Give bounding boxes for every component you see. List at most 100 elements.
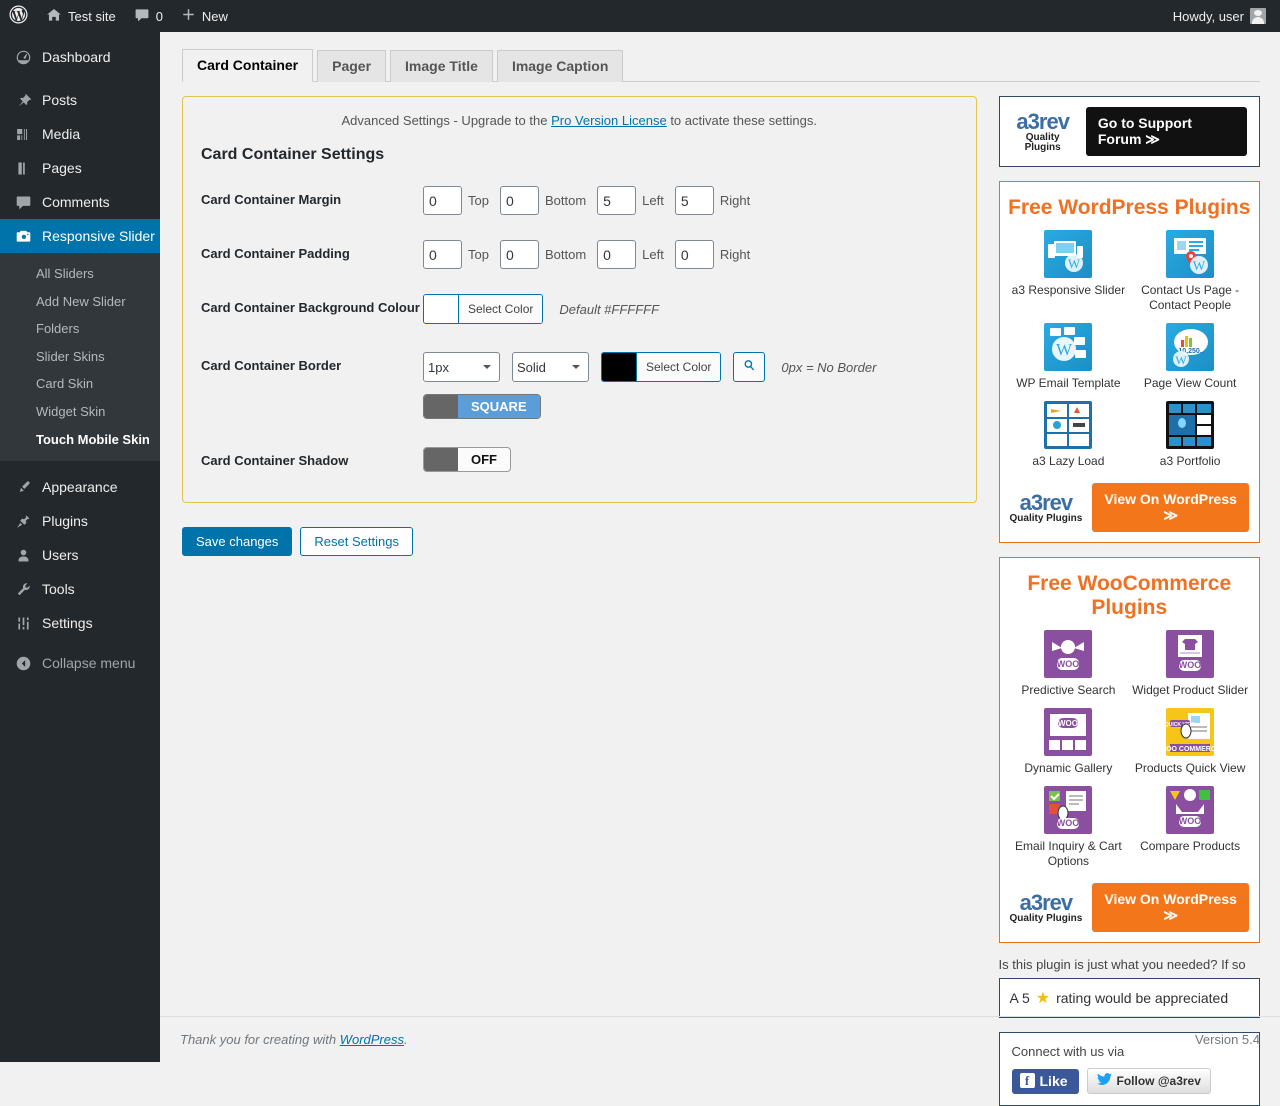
tabs-row: Card Container Pager Image Title Image C…: [160, 32, 1280, 82]
plugin-cell[interactable]: WOO Widget Product Slider: [1129, 630, 1251, 698]
margin-top-input[interactable]: [423, 186, 462, 215]
submenu-item-folders[interactable]: Folders: [0, 315, 160, 343]
a3rev-logo: a3rev Quality Plugins: [1010, 492, 1083, 524]
padding-top-input[interactable]: [423, 240, 462, 269]
new-content-button[interactable]: New: [172, 0, 237, 32]
svg-text:W: W: [1056, 340, 1073, 359]
tab-image-title[interactable]: Image Title: [390, 50, 493, 82]
border-corner-toggle-label: SQUARE: [458, 395, 540, 418]
products-quick-view-thumb: QUICK VIEWWOO COMMERCE: [1166, 708, 1214, 756]
pro-version-license-link[interactable]: Pro Version License: [551, 113, 667, 128]
plugin-name: Dynamic Gallery: [1008, 761, 1130, 776]
svg-text:QUICK VIEW: QUICK VIEW: [1166, 722, 1195, 728]
plugin-cell[interactable]: WOO Predictive Search: [1008, 630, 1130, 698]
tab-pager[interactable]: Pager: [317, 50, 386, 82]
sidebar-item-label: Dashboard: [42, 49, 111, 65]
view-on-wordpress-button[interactable]: View On WordPress ≫: [1092, 483, 1249, 532]
submenu-item-touch-mobile-skin[interactable]: Touch Mobile Skin: [0, 426, 160, 454]
collapse-menu-button[interactable]: Collapse menu: [0, 646, 160, 680]
sidebar-item-responsive-slider[interactable]: Responsive Slider: [0, 219, 160, 253]
settings-tabs: Card Container Pager Image Title Image C…: [182, 50, 1260, 82]
card-container-padding-label: Card Container Padding: [201, 240, 423, 264]
border-corner-toggle[interactable]: SQUARE: [423, 394, 541, 419]
wordpress-version-label: Version 5.4: [1195, 1032, 1260, 1047]
border-style-select[interactable]: Solid: [512, 352, 589, 382]
notice-post-text: to activate these settings.: [670, 113, 817, 128]
avatar: [1250, 8, 1266, 24]
new-content-label: New: [202, 9, 228, 24]
rating-box[interactable]: A 5 ★ rating would be appreciated: [999, 978, 1261, 1018]
a3-responsive-slider-thumb: W: [1044, 230, 1092, 278]
border-preview-button[interactable]: [733, 352, 765, 382]
tab-image-caption[interactable]: Image Caption: [497, 50, 623, 82]
reset-settings-button[interactable]: Reset Settings: [300, 527, 413, 556]
tab-card-container[interactable]: Card Container: [182, 49, 313, 82]
plugin-cell[interactable]: QUICK VIEWWOO COMMERCE Products Quick Vi…: [1129, 708, 1251, 776]
submenu-item-add-new-slider[interactable]: Add New Slider: [0, 288, 160, 316]
plugin-cell[interactable]: a3 Portfolio: [1129, 401, 1251, 469]
svg-text:W: W: [1193, 258, 1206, 273]
padding-left-input[interactable]: [597, 240, 636, 269]
comments-button[interactable]: 0: [125, 0, 172, 32]
free-wordpress-plugins-title: Free WordPress Plugins: [1008, 196, 1252, 220]
background-color-swatch: [424, 295, 458, 323]
plugin-cell[interactable]: W a3 Responsive Slider: [1008, 230, 1130, 313]
background-color-picker[interactable]: Select Color: [423, 294, 543, 324]
plugin-cell[interactable]: WOO Dynamic Gallery: [1008, 708, 1130, 776]
margin-left-input[interactable]: [597, 186, 636, 215]
margin-right-input[interactable]: [675, 186, 714, 215]
sidebar-item-plugins[interactable]: Plugins: [0, 504, 160, 538]
go-to-support-forum-button[interactable]: Go to Support Forum ≫: [1086, 107, 1247, 156]
plugin-name: Contact Us Page - Contact People: [1129, 283, 1251, 313]
submenu-item-slider-skins[interactable]: Slider Skins: [0, 343, 160, 371]
plugin-name: Compare Products: [1129, 839, 1251, 854]
border-color-picker[interactable]: Select Color: [601, 352, 721, 382]
background-select-color-label: Select Color: [458, 295, 542, 323]
my-account-button[interactable]: Howdy, user: [1164, 0, 1266, 32]
submenu-item-card-skin[interactable]: Card Skin: [0, 370, 160, 398]
wordpress-link[interactable]: WordPress: [340, 1032, 404, 1047]
submenu-item-all-sliders[interactable]: All Sliders: [0, 260, 160, 288]
site-name-button[interactable]: Test site: [37, 0, 125, 32]
plug-icon: [13, 513, 33, 530]
menu-separator: [0, 461, 160, 470]
padding-left-unit-label: Left: [642, 247, 664, 262]
toggle-knob: [424, 448, 458, 471]
twitter-follow-button[interactable]: Follow @a3rev: [1087, 1068, 1211, 1094]
plugin-cell[interactable]: W Contact Us Page - Contact People: [1129, 230, 1251, 313]
facebook-like-button[interactable]: f Like: [1012, 1069, 1079, 1094]
svg-text:WOO: WOO: [1057, 659, 1080, 669]
card-container-shadow-row: Card Container Shadow OFF: [201, 447, 958, 472]
a3rev-logo-top: a3rev: [1010, 492, 1083, 514]
padding-bottom-input[interactable]: [500, 240, 539, 269]
save-changes-button[interactable]: Save changes: [182, 527, 292, 556]
predictive-search-thumb: WOO: [1044, 630, 1092, 678]
sidebar-item-pages[interactable]: Pages: [0, 151, 160, 185]
wp-email-template-thumb: W: [1044, 323, 1092, 371]
plugin-cell[interactable]: 10,250..W Page View Count: [1129, 323, 1251, 391]
wp-logo-button[interactable]: [0, 0, 37, 32]
a3rev-logo-bottom: Quality Plugins: [1010, 914, 1083, 924]
margin-bottom-input[interactable]: [500, 186, 539, 215]
plugin-cell[interactable]: WOO Compare Products: [1129, 786, 1251, 869]
submenu-item-widget-skin[interactable]: Widget Skin: [0, 398, 160, 426]
plugin-cell[interactable]: WOO Email Inquiry & Cart Options: [1008, 786, 1130, 869]
a3-lazy-load-thumb: [1044, 401, 1092, 449]
plugin-cell[interactable]: a3 Lazy Load: [1008, 401, 1130, 469]
sidebar-item-users[interactable]: Users: [0, 538, 160, 572]
border-width-select[interactable]: 1px: [423, 352, 500, 382]
view-on-wordpress-button[interactable]: View On WordPress ≫: [1092, 883, 1249, 932]
card-container-shadow-toggle[interactable]: OFF: [423, 447, 511, 472]
plugin-cell[interactable]: W WP Email Template: [1008, 323, 1130, 391]
sidebar-item-posts[interactable]: Posts: [0, 83, 160, 117]
sidebar-item-dashboard[interactable]: Dashboard: [0, 40, 160, 74]
sidebar-item-appearance[interactable]: Appearance: [0, 470, 160, 504]
sidebar-item-media[interactable]: Media: [0, 117, 160, 151]
sidebar-item-tools[interactable]: Tools: [0, 572, 160, 606]
sidebar-item-label: Appearance: [42, 479, 118, 495]
sidebar-item-settings[interactable]: Settings: [0, 606, 160, 640]
sidebar-item-comments[interactable]: Comments: [0, 185, 160, 219]
page-view-count-thumb: 10,250..W: [1166, 323, 1214, 371]
a3-portfolio-thumb: [1166, 401, 1214, 449]
padding-right-input[interactable]: [675, 240, 714, 269]
